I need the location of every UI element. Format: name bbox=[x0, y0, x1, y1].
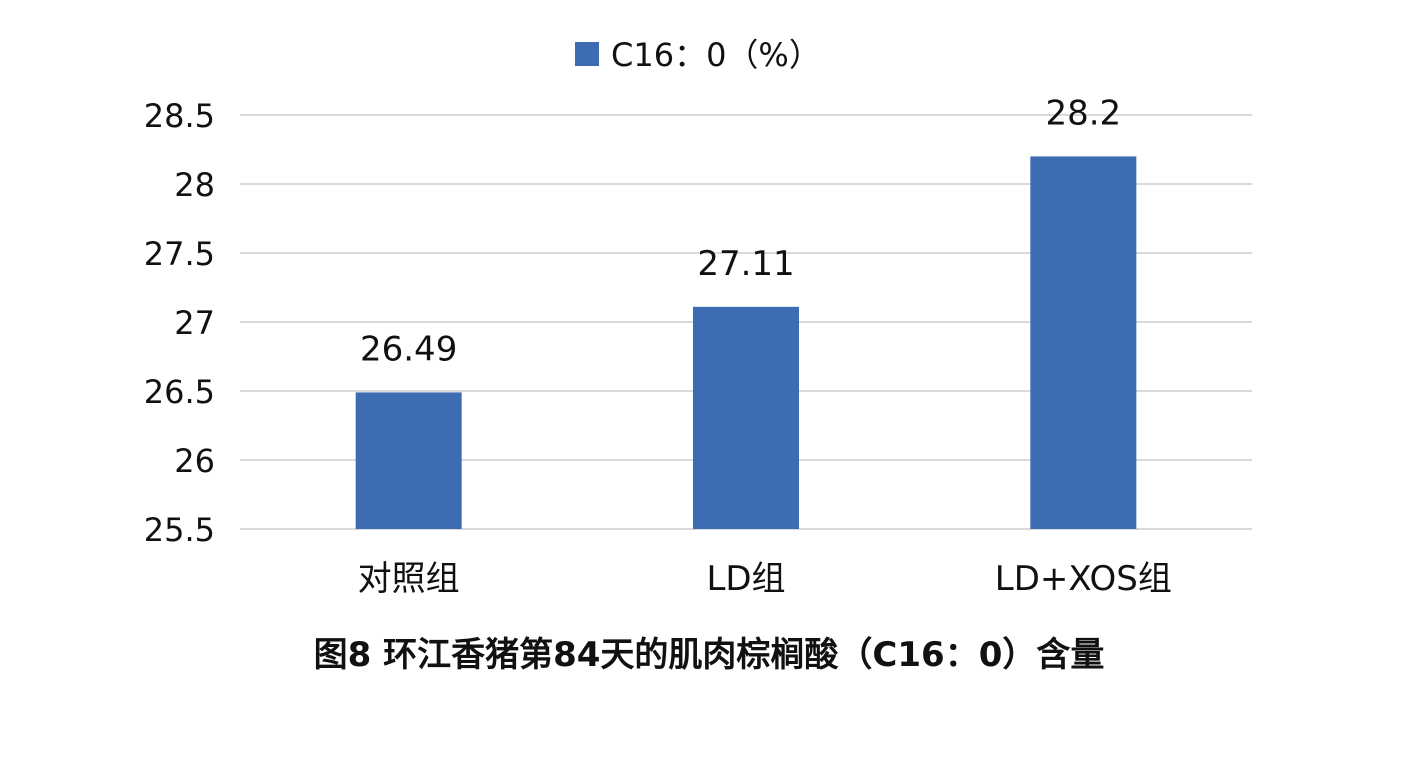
x-category-label: 对照组 bbox=[358, 559, 460, 599]
y-tick-label: 28 bbox=[174, 166, 215, 204]
bar bbox=[1030, 156, 1137, 529]
y-tick-label: 27.5 bbox=[144, 235, 215, 273]
x-axis-categories: 对照组 LD组 LD+XOS组 bbox=[358, 559, 1172, 599]
y-tick-label: 26.5 bbox=[144, 373, 215, 411]
bar bbox=[355, 392, 462, 529]
data-labels: 26.49 27.11 28.2 bbox=[360, 93, 1121, 369]
legend-label: C16：0（%） bbox=[611, 36, 821, 74]
x-category-label: LD组 bbox=[706, 559, 785, 599]
data-label: 28.2 bbox=[1045, 93, 1121, 133]
x-category-label: LD+XOS组 bbox=[995, 559, 1172, 599]
y-axis-ticks: 25.5 26 26.5 27 27.5 28 28.5 bbox=[144, 97, 215, 549]
bar bbox=[693, 306, 799, 529]
y-tick-label: 28.5 bbox=[144, 97, 215, 135]
y-tick-label: 27 bbox=[174, 304, 215, 342]
bars bbox=[355, 156, 1137, 529]
data-label: 27.11 bbox=[697, 244, 794, 284]
legend: C16：0（%） bbox=[575, 36, 821, 74]
y-tick-label: 26 bbox=[174, 442, 215, 480]
y-tick-label: 25.5 bbox=[144, 511, 215, 549]
data-label: 26.49 bbox=[360, 329, 457, 369]
legend-swatch bbox=[575, 42, 599, 66]
figure-caption: 图8 环江香猪第84天的肌肉棕榈酸（C16：0）含量 bbox=[314, 635, 1105, 675]
